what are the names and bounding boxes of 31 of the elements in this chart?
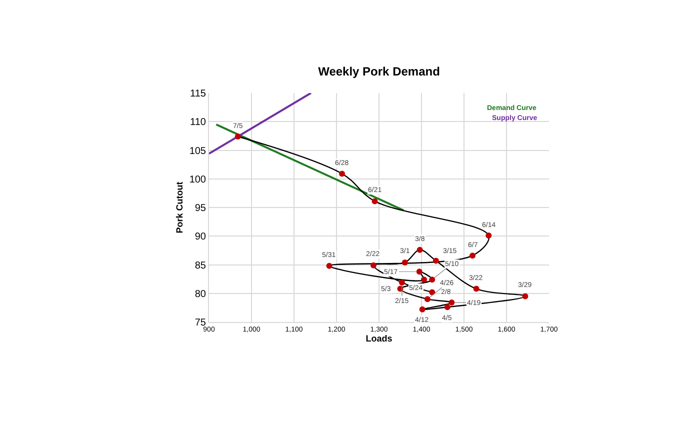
y-tick-label: 95 xyxy=(194,203,206,214)
point xyxy=(402,259,408,266)
y-tick-label: 105 xyxy=(189,146,206,157)
y-tick-label: 80 xyxy=(194,288,206,300)
point xyxy=(424,296,430,302)
point xyxy=(473,286,480,292)
point xyxy=(339,170,346,177)
point xyxy=(444,304,450,310)
point xyxy=(419,306,426,312)
point xyxy=(234,134,241,140)
point xyxy=(326,262,332,269)
y-tick-label: 100 xyxy=(189,174,206,186)
point xyxy=(448,300,455,306)
y-axis-title: Pork Cutout xyxy=(174,182,185,234)
y-tick-label: 110 xyxy=(190,117,206,128)
y-tick-label: 85 xyxy=(194,260,206,272)
point xyxy=(470,252,476,259)
point xyxy=(416,246,423,253)
point xyxy=(429,276,436,283)
y-tick-label: 90 xyxy=(194,232,206,243)
x-axis-title: Loads xyxy=(366,333,392,344)
point xyxy=(398,280,405,286)
point xyxy=(522,293,528,300)
point xyxy=(421,276,428,283)
point xyxy=(372,198,378,204)
point xyxy=(486,232,492,239)
chart-title: Weekly Pork Demand xyxy=(318,64,440,79)
point xyxy=(370,262,376,268)
point xyxy=(432,258,439,264)
y-tick-label: 115 xyxy=(190,88,206,100)
point xyxy=(416,268,422,275)
